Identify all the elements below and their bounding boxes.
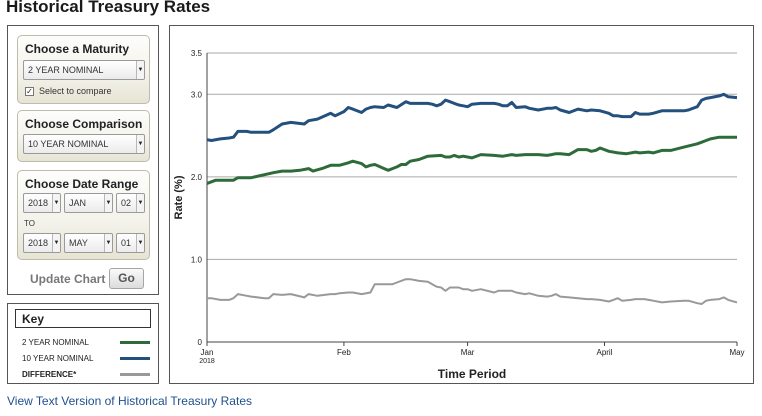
dropdown-arrow-icon: ▼ — [52, 234, 60, 252]
compare-checkbox-label: Select to compare — [39, 86, 112, 96]
to-day-value: 01 — [121, 238, 132, 248]
key-swatch-2-year — [120, 341, 150, 344]
y-axis-label: Rate (%) — [173, 175, 185, 219]
update-chart-label: Update Chart — [30, 272, 106, 286]
compare-checkbox-row[interactable]: ✓ Select to compare — [25, 86, 112, 96]
maturity-select-value: 2 YEAR NOMINAL — [28, 65, 104, 75]
key-item-label: DIFFERENCE* — [22, 370, 77, 379]
comparison-select-value: 10 YEAR NOMINAL — [28, 139, 109, 149]
key-swatch-10-year — [120, 357, 150, 360]
dropdown-arrow-icon: ▼ — [52, 194, 60, 212]
chart-panel: 0 1.0 2.0 3.0 3.5 Jan 2018 Feb Mar April May Time P… — [169, 25, 754, 384]
x-tick-label: May — [729, 348, 744, 357]
page-title: Historical Treasury Rates — [6, 0, 211, 16]
key-panel: Key 2 YEAR NOMINAL 10 YEAR NOMINAL DIFFE… — [7, 303, 159, 384]
dropdown-arrow-icon: ▼ — [136, 135, 144, 153]
comparison-group: Choose Comparison 10 YEAR NOMINAL ▼ — [17, 110, 150, 162]
date-range-title: Choose Date Range — [25, 177, 139, 191]
to-year-value: 2018 — [28, 238, 49, 248]
go-button[interactable]: Go — [109, 268, 144, 289]
dropdown-arrow-icon: ▼ — [104, 194, 112, 212]
y-tick-label: 3.5 — [191, 49, 203, 58]
from-year-select[interactable]: 2018 ▼ — [23, 193, 61, 213]
dropdown-arrow-icon: ▼ — [104, 234, 112, 252]
key-item-label: 10 YEAR NOMINAL — [22, 354, 94, 363]
key-swatch-difference — [120, 373, 150, 376]
x-tick-label: April — [596, 348, 612, 357]
maturity-title: Choose a Maturity — [25, 42, 130, 56]
y-tick-label: 3.0 — [191, 90, 203, 99]
to-month-select[interactable]: MAY ▼ — [64, 233, 113, 253]
dropdown-arrow-icon: ▼ — [136, 61, 144, 79]
series-line — [207, 278, 738, 305]
key-item-difference: DIFFERENCE* — [22, 370, 150, 379]
comparison-select[interactable]: 10 YEAR NOMINAL ▼ — [23, 134, 145, 154]
from-year-value: 2018 — [28, 198, 49, 208]
to-day-select[interactable]: 01 ▼ — [116, 233, 145, 253]
y-tick-label: 2.0 — [191, 173, 203, 182]
compare-checkbox[interactable]: ✓ — [25, 86, 34, 96]
x-tick-sublabel: 2018 — [199, 358, 215, 365]
y-tick-label: 0 — [198, 338, 203, 347]
key-item-label: 2 YEAR NOMINAL — [22, 338, 89, 347]
dropdown-arrow-icon: ▼ — [136, 234, 144, 252]
series-line — [206, 135, 737, 185]
from-month-value: JAN — [69, 198, 87, 208]
series-line — [206, 92, 738, 142]
from-month-select[interactable]: JAN ▼ — [64, 193, 113, 213]
x-tick-label: Feb — [337, 348, 351, 357]
date-range-group: Choose Date Range 2018 ▼ JAN ▼ 02 ▼ TO 2… — [17, 170, 150, 260]
x-tick-label: Mar — [461, 348, 475, 357]
key-item-2-year: 2 YEAR NOMINAL — [22, 338, 150, 347]
to-month-value: MAY — [69, 238, 88, 248]
date-range-to-label: TO — [24, 219, 35, 228]
view-text-version-link[interactable]: View Text Version of Historical Treasury… — [7, 394, 252, 408]
to-year-select[interactable]: 2018 ▼ — [23, 233, 61, 253]
x-tick-label: Jan — [201, 348, 214, 357]
from-day-value: 02 — [121, 198, 132, 208]
key-item-10-year: 10 YEAR NOMINAL — [22, 354, 150, 363]
maturity-group: Choose a Maturity 2 YEAR NOMINAL ▼ ✓ Sel… — [17, 35, 150, 104]
from-day-select[interactable]: 02 ▼ — [116, 193, 145, 213]
key-title: Key — [15, 309, 151, 328]
dropdown-arrow-icon: ▼ — [136, 194, 144, 212]
y-tick-label: 1.0 — [191, 255, 203, 264]
chart-controls-panel: Choose a Maturity 2 YEAR NOMINAL ▼ ✓ Sel… — [7, 25, 159, 295]
maturity-select[interactable]: 2 YEAR NOMINAL ▼ — [23, 60, 145, 80]
x-axis-label: Time Period — [438, 367, 506, 381]
comparison-title: Choose Comparison — [25, 117, 143, 131]
